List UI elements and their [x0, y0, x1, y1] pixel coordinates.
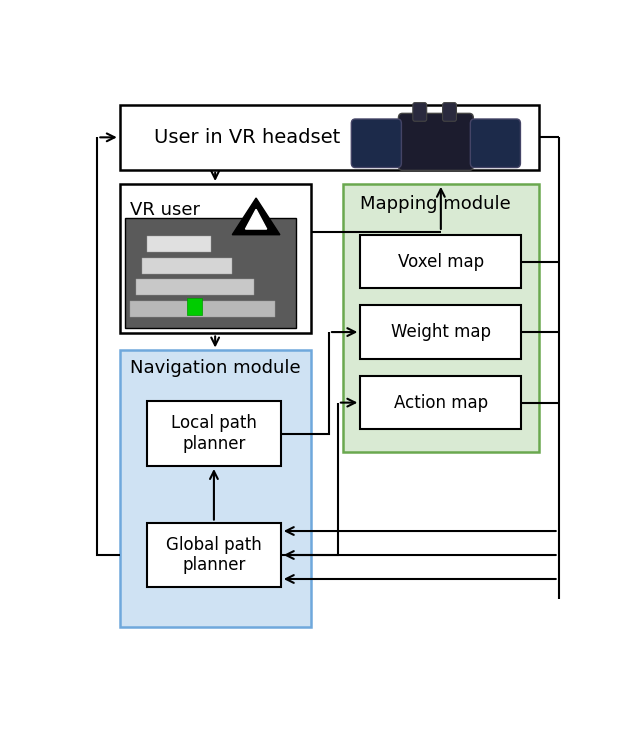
FancyBboxPatch shape: [120, 184, 310, 334]
FancyBboxPatch shape: [129, 301, 275, 317]
Text: VR user
interface: VR user interface: [129, 201, 210, 240]
Text: User in VR headset: User in VR headset: [154, 128, 340, 147]
Polygon shape: [232, 198, 280, 235]
FancyBboxPatch shape: [360, 235, 522, 288]
FancyBboxPatch shape: [120, 350, 310, 627]
FancyBboxPatch shape: [120, 105, 539, 170]
FancyBboxPatch shape: [147, 237, 211, 252]
FancyBboxPatch shape: [443, 103, 456, 121]
Text: Local path
planner: Local path planner: [171, 414, 257, 453]
FancyBboxPatch shape: [360, 376, 522, 430]
Text: Mapping module: Mapping module: [360, 195, 511, 213]
FancyBboxPatch shape: [470, 119, 520, 168]
FancyBboxPatch shape: [147, 401, 281, 466]
FancyBboxPatch shape: [413, 103, 427, 121]
FancyBboxPatch shape: [343, 184, 539, 452]
Text: Action map: Action map: [394, 394, 488, 412]
FancyBboxPatch shape: [125, 218, 296, 328]
FancyBboxPatch shape: [141, 258, 232, 273]
Text: Voxel map: Voxel map: [398, 252, 484, 270]
Text: Global path
planner: Global path planner: [166, 536, 262, 575]
FancyBboxPatch shape: [360, 305, 522, 359]
FancyBboxPatch shape: [399, 114, 474, 170]
FancyBboxPatch shape: [351, 119, 401, 168]
Text: Weight map: Weight map: [391, 323, 491, 341]
FancyBboxPatch shape: [147, 523, 281, 587]
Polygon shape: [246, 210, 267, 229]
FancyBboxPatch shape: [136, 279, 253, 295]
Text: Navigation module: Navigation module: [129, 359, 300, 377]
FancyBboxPatch shape: [187, 298, 202, 315]
